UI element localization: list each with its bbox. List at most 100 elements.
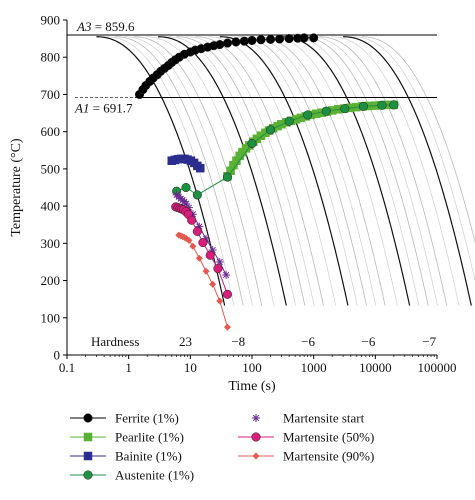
legend-label: Pearlite (1%) bbox=[115, 430, 184, 445]
cooling-curve bbox=[229, 36, 358, 306]
cooling-curve bbox=[105, 36, 235, 306]
y-tick-label: 700 bbox=[41, 87, 61, 102]
x-tick-label: 100 bbox=[242, 360, 262, 375]
a3-label-var: A3 bbox=[76, 19, 92, 34]
cooling-curve bbox=[96, 36, 226, 306]
legend-item: Martensite start bbox=[252, 411, 365, 426]
series-ferrite-1 bbox=[134, 33, 319, 99]
data-point bbox=[198, 238, 208, 248]
data-point bbox=[303, 110, 313, 120]
hardness-annotations: Hardness 23 −8 −6 −6 −7 bbox=[89, 333, 443, 349]
legend-label: Ferrite (1%) bbox=[115, 411, 179, 426]
star-stroke bbox=[216, 258, 223, 266]
data-point bbox=[377, 100, 387, 110]
x-tick-label: 1000 bbox=[301, 360, 327, 375]
hardness-value-background bbox=[420, 333, 443, 349]
data-point bbox=[222, 38, 233, 48]
legend-item: Austenite (1%) bbox=[70, 468, 194, 483]
data-point bbox=[275, 34, 285, 44]
cooling-curve bbox=[176, 36, 306, 306]
data-point bbox=[83, 413, 93, 423]
x-tick-label: 1 bbox=[125, 360, 132, 375]
cooling-curve bbox=[309, 36, 438, 306]
data-point bbox=[321, 106, 331, 116]
cooling-curve bbox=[256, 36, 386, 306]
hardness-value-background bbox=[229, 333, 252, 349]
star-stroke bbox=[252, 414, 260, 422]
cooling-curve bbox=[290, 36, 420, 306]
cooling-curve bbox=[219, 36, 349, 306]
data-point bbox=[256, 35, 266, 45]
cooling-curve bbox=[158, 36, 287, 306]
cooling-curve bbox=[352, 36, 475, 283]
data-point bbox=[222, 270, 231, 279]
data-point bbox=[187, 215, 197, 225]
x-tick-label: 100000 bbox=[418, 360, 457, 375]
x-axis-title: Time (s) bbox=[228, 379, 276, 394]
data-point bbox=[209, 280, 217, 288]
data-point bbox=[223, 323, 231, 331]
data-point bbox=[358, 101, 368, 111]
a3-label: A3 = 859.6 bbox=[76, 19, 135, 34]
data-point bbox=[192, 190, 202, 200]
cooling-curve bbox=[145, 36, 275, 306]
y-tick-label: 500 bbox=[41, 161, 61, 176]
legend-label: Austenite (1%) bbox=[115, 468, 194, 483]
data-point bbox=[205, 250, 215, 260]
hardness-value: −6 bbox=[301, 334, 315, 349]
cooling-curve bbox=[114, 36, 244, 306]
data-point bbox=[222, 289, 233, 299]
data-point bbox=[202, 267, 210, 275]
y-tick-label: 100 bbox=[41, 310, 61, 325]
x-tick-label: 10 bbox=[184, 360, 197, 375]
cooling-curve bbox=[281, 36, 411, 306]
hardness-value: 23 bbox=[179, 334, 192, 349]
data-point bbox=[266, 34, 276, 44]
cooling-curve bbox=[133, 36, 263, 306]
legend-label: Martensite (50%) bbox=[283, 430, 374, 445]
data-point bbox=[309, 33, 319, 43]
data-point bbox=[252, 452, 260, 460]
data-point bbox=[189, 242, 197, 250]
cooling-curve bbox=[124, 36, 253, 306]
data-point bbox=[222, 172, 233, 182]
data-point bbox=[83, 432, 93, 442]
data-point bbox=[185, 236, 193, 244]
legend-item: Bainite (1%) bbox=[70, 449, 182, 464]
data-point bbox=[389, 100, 399, 110]
data-point bbox=[284, 116, 294, 126]
data-point bbox=[83, 470, 93, 480]
data-point bbox=[239, 36, 249, 46]
cooling-curve bbox=[299, 36, 429, 306]
y-ticks: 0 100 200 300 400 500 600 700 800 900 bbox=[41, 13, 67, 363]
data-point bbox=[181, 182, 191, 193]
cooling-curve bbox=[185, 36, 315, 306]
a1-label-var: A1 bbox=[74, 101, 89, 116]
y-tick-label: 300 bbox=[41, 236, 61, 251]
data-point bbox=[299, 33, 309, 43]
series-martensite-90 bbox=[175, 231, 231, 331]
hardness-value-background bbox=[299, 333, 322, 349]
y-tick-label: 900 bbox=[41, 13, 61, 28]
legend: Ferrite (1%) Pearlite (1%) Bainite (1%) Aus… bbox=[70, 411, 374, 483]
cooling-curve bbox=[167, 36, 296, 306]
hardness-value: −6 bbox=[362, 334, 376, 349]
hardness-value-background bbox=[177, 333, 200, 349]
y-tick-label: 200 bbox=[41, 273, 61, 288]
a3-label-background bbox=[75, 19, 155, 34]
data-point bbox=[340, 104, 350, 114]
a1-label-value: = 691.7 bbox=[89, 101, 133, 116]
hardness-value-background bbox=[359, 333, 382, 349]
legend-item: Ferrite (1%) bbox=[70, 411, 179, 426]
data-point bbox=[192, 226, 202, 236]
data-point bbox=[266, 125, 276, 135]
cooling-curve bbox=[195, 36, 324, 306]
cooling-curve bbox=[247, 36, 377, 306]
cooling-curve bbox=[330, 36, 460, 306]
data-point bbox=[196, 163, 205, 173]
x-tick-label: 0.1 bbox=[59, 360, 75, 375]
data-point bbox=[216, 297, 224, 305]
data-point bbox=[251, 432, 261, 442]
axes: 0.1 1 10 100 1000 10000 100000 0 100 200 300 400 50… bbox=[9, 13, 457, 395]
hardness-label-background bbox=[89, 333, 151, 349]
